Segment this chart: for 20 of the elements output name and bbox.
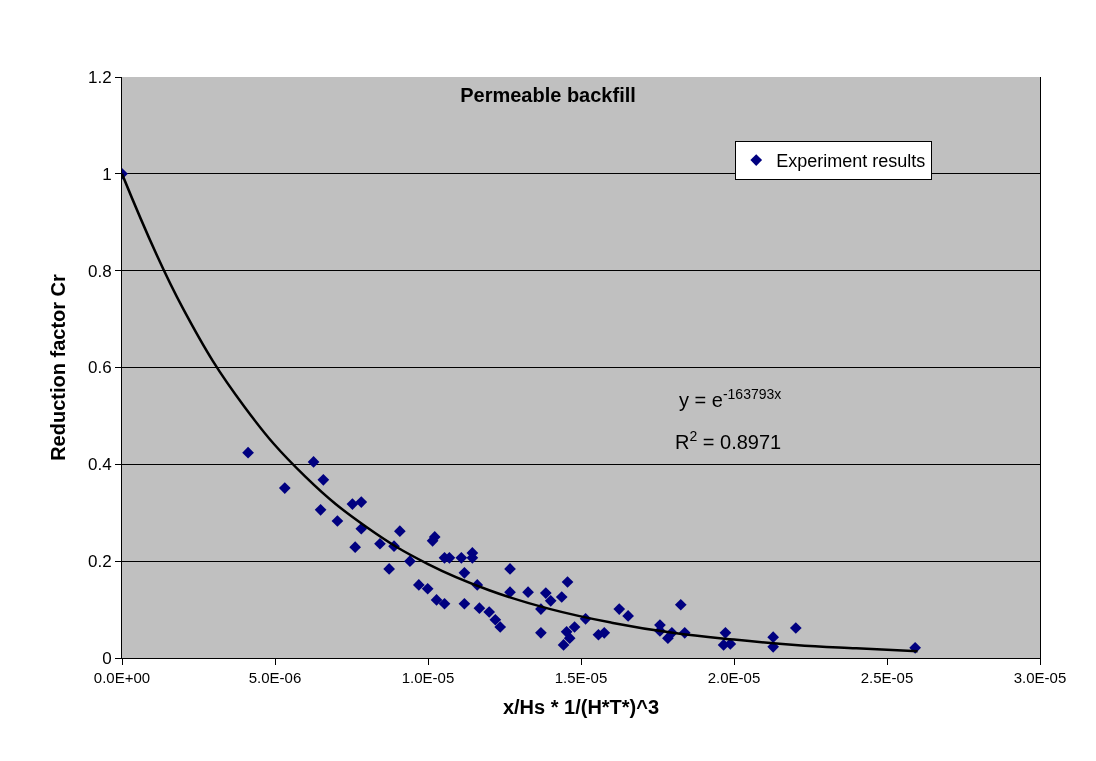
- legend-label: Experiment results: [776, 151, 926, 172]
- annotation: y = e$^{-163793x}$: [679, 386, 782, 412]
- y-tick-label: 0: [102, 648, 112, 668]
- x-tick-label: 0.0E+00: [93, 669, 151, 686]
- x-tick-label: 5.0E-06: [248, 669, 302, 686]
- y-tick-label: 0.4: [87, 455, 112, 475]
- x-tick-label: 2.5E-05: [860, 669, 914, 686]
- chart-title: Permeable backfill: [460, 84, 636, 107]
- x-tick-label: 2.0E-05: [707, 669, 761, 686]
- annotation: R$^{2}$ = 0.8971: [675, 428, 782, 454]
- y-tick-label: 0.6: [87, 358, 112, 378]
- x-tick-label: 1.0E-05: [401, 669, 455, 686]
- y-axis-title: Reduction factor Cr: [47, 273, 70, 461]
- x-tick-label: 3.0E-05: [1013, 669, 1067, 686]
- y-tick-label: 0.8: [87, 261, 112, 281]
- x-axis-title: x/Hs * 1/(H*T*)^3: [502, 695, 660, 718]
- y-tick-label: 0.2: [87, 552, 112, 572]
- x-tick-label: 1.5E-05: [554, 669, 608, 686]
- y-tick-label: 1.2: [87, 67, 112, 87]
- y-tick-label: 1: [102, 164, 112, 184]
